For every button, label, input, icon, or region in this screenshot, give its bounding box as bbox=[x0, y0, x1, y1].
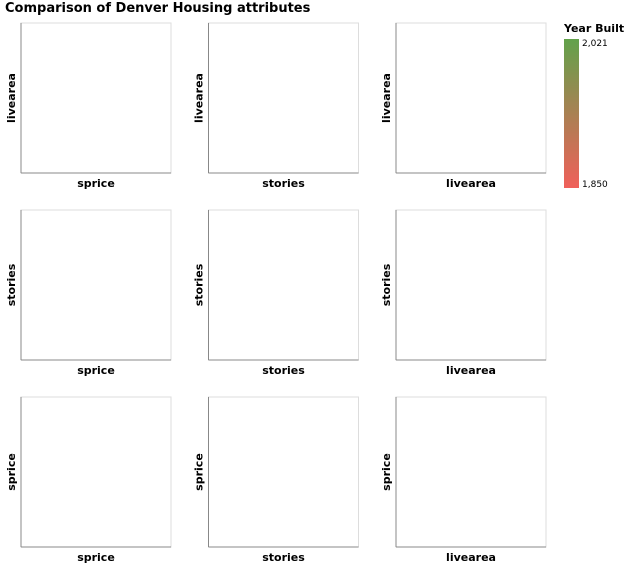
x-axis-title: stories bbox=[262, 551, 305, 564]
x-axis-title: sprice bbox=[77, 551, 115, 564]
panel-frame bbox=[208, 209, 359, 361]
panel-frame bbox=[20, 209, 172, 361]
x-axis-title: sprice bbox=[77, 364, 115, 377]
panel-livearea-vs-livearea: livearea livearea bbox=[380, 22, 547, 190]
panel-frame bbox=[395, 22, 547, 174]
y-axis-title: stories bbox=[193, 263, 206, 306]
panel-livearea-vs-sprice: sprice livearea bbox=[5, 22, 172, 190]
panel-sprice-vs-livearea: livearea sprice bbox=[380, 396, 547, 564]
panel-sprice-vs-stories: stories sprice bbox=[193, 396, 359, 564]
panel-stories-vs-livearea: livearea stories bbox=[380, 209, 547, 377]
y-axis-title: sprice bbox=[193, 453, 206, 491]
x-axis-title: stories bbox=[262, 177, 305, 190]
panel-frame bbox=[208, 396, 359, 548]
x-axis-title: livearea bbox=[446, 364, 496, 377]
x-axis-title: livearea bbox=[446, 551, 496, 564]
y-axis-title: livearea bbox=[5, 73, 18, 123]
color-legend: Year Built 2,021 1,850 bbox=[563, 22, 624, 190]
x-axis-title: sprice bbox=[77, 177, 115, 190]
panel-frame bbox=[395, 396, 547, 548]
panel-frame bbox=[208, 22, 359, 174]
legend-min-label: 1,850 bbox=[582, 180, 608, 190]
panel-stories-vs-sprice: sprice stories bbox=[5, 209, 172, 377]
panel-stories-vs-stories: stories stories bbox=[193, 209, 359, 377]
panel-sprice-vs-sprice: sprice sprice bbox=[5, 396, 172, 564]
y-axis-title: livearea bbox=[193, 73, 206, 123]
legend-max-label: 2,021 bbox=[582, 39, 608, 49]
chart-title: Comparison of Denver Housing attributes bbox=[5, 1, 311, 16]
y-axis-title: sprice bbox=[5, 453, 18, 491]
legend-gradient-bar bbox=[564, 39, 579, 188]
y-axis-title: stories bbox=[5, 263, 18, 306]
x-axis-title: livearea bbox=[446, 177, 496, 190]
y-axis-title: sprice bbox=[380, 453, 393, 491]
legend-title: Year Built bbox=[563, 22, 624, 35]
panel-livearea-vs-stories: stories livearea bbox=[193, 22, 359, 190]
y-axis-title: stories bbox=[380, 263, 393, 306]
panel-frame bbox=[395, 209, 547, 361]
panel-frame bbox=[20, 22, 172, 174]
panel-frame bbox=[20, 396, 172, 548]
y-axis-title: livearea bbox=[380, 73, 393, 123]
x-axis-title: stories bbox=[262, 364, 305, 377]
